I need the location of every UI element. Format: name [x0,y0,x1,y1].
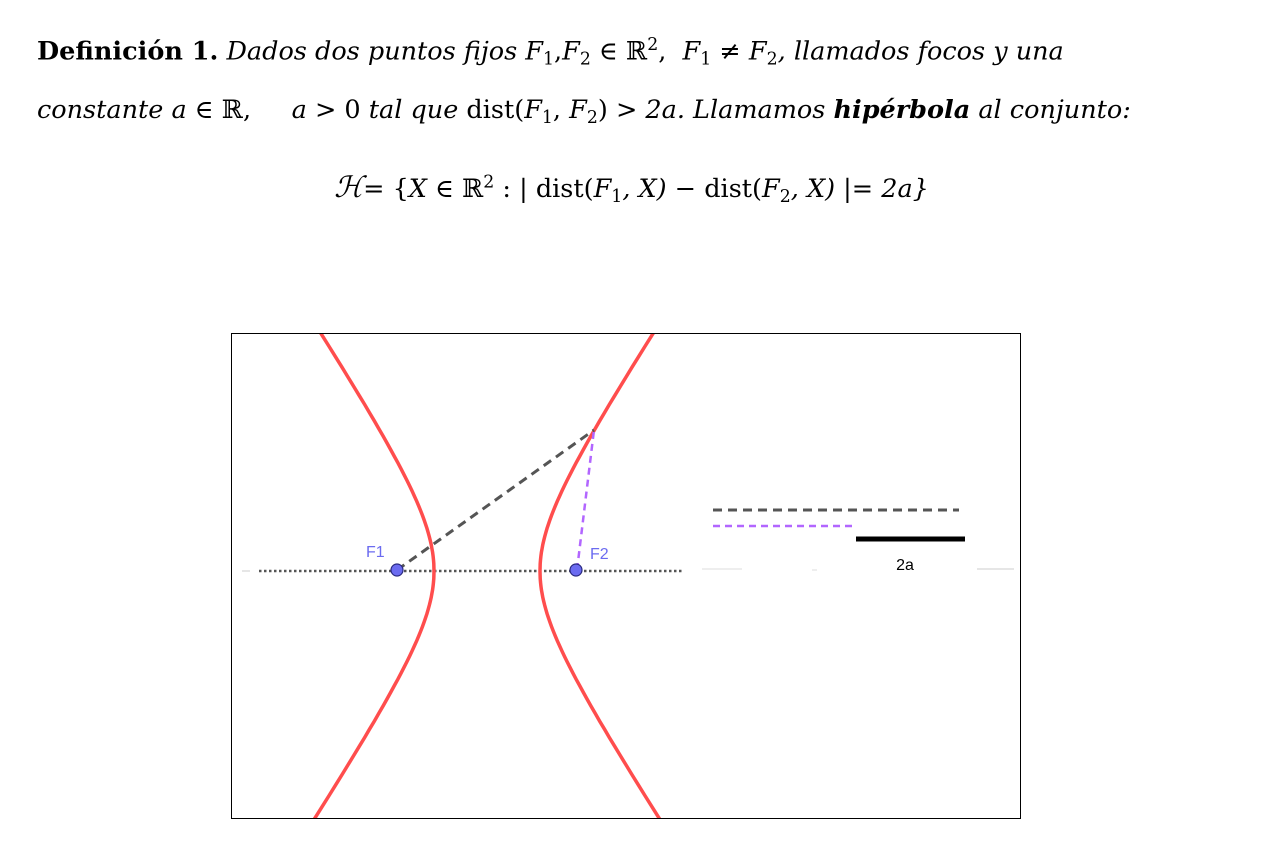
math-comma: , [554,36,563,67]
math-var-a: a [291,95,307,126]
definition-heading: Definición 1. [37,36,219,67]
math-paren: ( [514,95,525,126]
math-sub: 2 [766,49,778,70]
math-ne: ≠ [719,36,741,67]
math-comma-X: , X) [790,174,836,204]
math-var-a: a [171,95,187,126]
math-comma: , [658,36,667,67]
math-sub: 2 [779,186,791,207]
math-comma: , [242,95,252,126]
focus-1-point [390,563,404,577]
math-sub: 1 [541,108,553,129]
focus-1-label: F1 [366,544,385,561]
math-gt-zero: > 0 [314,95,361,126]
math-var-F: F [524,95,542,126]
set-formula: ℋ= {X ∈ ℝ2 : | dist(F1, X) − dist(F2, X)… [0,170,1263,207]
definition-text: Dados dos puntos fijos [226,36,518,67]
math-reals: ℝ [221,95,243,126]
math-var-F: F [762,174,780,204]
math-dist: dist [466,95,515,126]
definition-text: . Llamamos [676,95,826,126]
math-paren: ) [597,95,608,126]
math-end: |= 2a} [843,174,929,204]
definition-paragraph: Definición 1. Dados dos puntos fijos F1,… [37,20,1237,144]
math-var-X: X [408,174,427,204]
math-var-F: F [593,174,612,204]
distance-f1-to-point [396,428,595,572]
math-sub: 2 [579,49,591,70]
math-paren: ( [583,174,594,204]
math-var-F: F [562,36,580,67]
math-reals: ℝ [625,36,648,67]
definition-text: , llamados focos y una [777,36,1064,67]
hyperbola-figure: 2a F1 F2 [231,333,1021,819]
math-sub: 1 [700,49,712,70]
math-gt-2a: > 2a [615,95,677,126]
focus-2-label: F2 [590,546,609,563]
math-sub: 1 [543,49,555,70]
math-paren: ( [752,174,762,204]
definition-text: al conjunto: [978,95,1131,126]
definition-line-2: constante a ∈ ℝ, a > 0 tal que dist(F1, … [37,85,1237,144]
hyperbola-right-branch [538,334,662,818]
math-in: ∈ [194,95,214,126]
math-in: ∈ [598,36,618,67]
math-eq: = { [363,174,409,204]
definition-text: tal que [368,95,459,126]
hyperbola-diagram: 2a F1 F2 [242,334,1014,818]
math-var-F: F [569,95,587,126]
math-script-H: ℋ [334,170,364,204]
math-var-F: F [682,36,701,67]
definition-text: constante [37,95,164,126]
math-sub: 2 [586,108,598,129]
math-colon: : | [502,174,528,204]
math-sup: 2 [483,172,495,193]
math-dist: dist [535,174,584,204]
focus-2-point [569,563,583,577]
math-sup: 2 [647,35,659,55]
term-hiperbola: hipérbola [833,95,971,126]
math-minus: − [674,174,697,204]
math-var-F: F [525,36,543,67]
math-dist: dist [704,174,753,204]
math-comma-X: , X) [622,174,667,204]
hyperbola-left-branch [312,334,436,818]
math-sub: 1 [611,186,623,207]
math-var-F: F [748,36,767,67]
math-reals: ℝ [462,174,484,204]
math-comma: , [552,95,562,126]
segment-2a-label: 2a [896,557,914,574]
math-in: ∈ [435,174,454,204]
definition-line-1: Definición 1. Dados dos puntos fijos F1,… [37,20,1237,85]
